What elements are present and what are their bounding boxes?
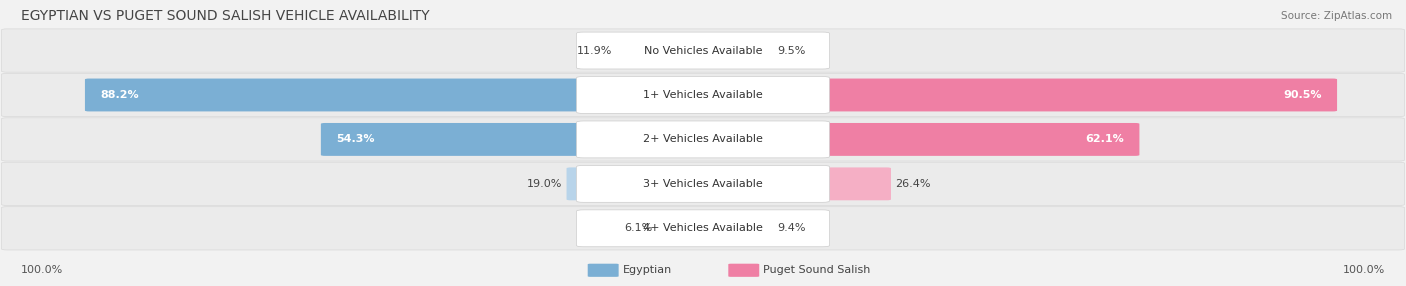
FancyBboxPatch shape [699,167,891,200]
FancyBboxPatch shape [576,210,830,247]
Text: 1+ Vehicles Available: 1+ Vehicles Available [643,90,763,100]
FancyBboxPatch shape [657,212,707,245]
FancyBboxPatch shape [84,79,707,112]
FancyBboxPatch shape [616,34,707,67]
FancyBboxPatch shape [588,264,619,277]
FancyBboxPatch shape [699,34,773,67]
Text: 9.4%: 9.4% [778,223,806,233]
Text: 100.0%: 100.0% [1343,265,1385,275]
Text: 4+ Vehicles Available: 4+ Vehicles Available [643,223,763,233]
Text: 9.5%: 9.5% [778,45,806,55]
Text: 88.2%: 88.2% [100,90,139,100]
FancyBboxPatch shape [699,79,1337,112]
FancyBboxPatch shape [728,264,759,277]
FancyBboxPatch shape [1,207,1405,250]
FancyBboxPatch shape [1,29,1405,72]
FancyBboxPatch shape [567,167,707,200]
Text: 26.4%: 26.4% [896,179,931,189]
Text: 62.1%: 62.1% [1085,134,1123,144]
FancyBboxPatch shape [699,123,1139,156]
Text: Puget Sound Salish: Puget Sound Salish [763,265,870,275]
Text: 19.0%: 19.0% [527,179,562,189]
FancyBboxPatch shape [576,165,830,202]
FancyBboxPatch shape [1,118,1405,161]
FancyBboxPatch shape [1,162,1405,206]
Text: Egyptian: Egyptian [623,265,672,275]
FancyBboxPatch shape [699,212,773,245]
Text: EGYPTIAN VS PUGET SOUND SALISH VEHICLE AVAILABILITY: EGYPTIAN VS PUGET SOUND SALISH VEHICLE A… [21,9,430,23]
FancyBboxPatch shape [576,32,830,69]
FancyBboxPatch shape [321,123,707,156]
Text: Source: ZipAtlas.com: Source: ZipAtlas.com [1281,11,1392,21]
Text: No Vehicles Available: No Vehicles Available [644,45,762,55]
Text: 11.9%: 11.9% [576,45,612,55]
Text: 54.3%: 54.3% [336,134,375,144]
FancyBboxPatch shape [576,121,830,158]
Text: 3+ Vehicles Available: 3+ Vehicles Available [643,179,763,189]
Text: 100.0%: 100.0% [21,265,63,275]
Text: 2+ Vehicles Available: 2+ Vehicles Available [643,134,763,144]
FancyBboxPatch shape [1,73,1405,117]
Text: 6.1%: 6.1% [624,223,652,233]
FancyBboxPatch shape [576,77,830,114]
Text: 90.5%: 90.5% [1284,90,1322,100]
